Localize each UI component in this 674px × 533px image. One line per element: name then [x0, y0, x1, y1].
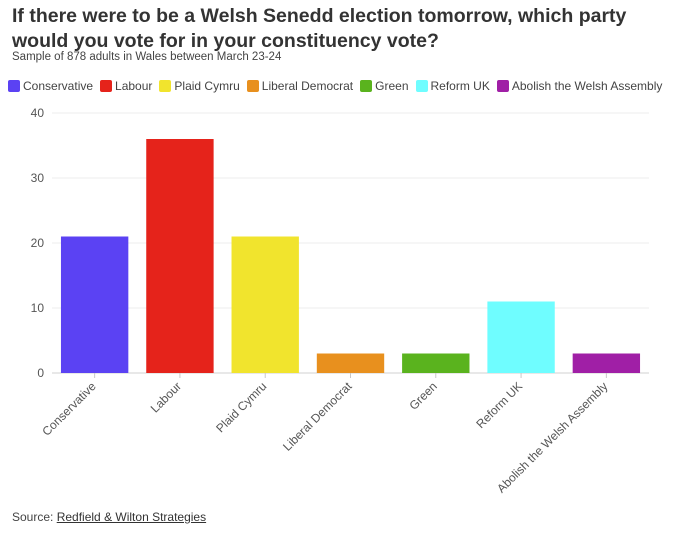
legend-item[interactable]: Plaid Cymru — [159, 79, 240, 93]
legend-label: Green — [375, 79, 409, 93]
x-tick-label: Reform UK — [473, 379, 525, 431]
legend-swatch — [159, 80, 172, 92]
x-tick-label: Green — [406, 379, 439, 412]
bar — [402, 353, 470, 373]
legend-swatch — [360, 80, 373, 92]
legend-item[interactable]: Liberal Democrat — [246, 79, 354, 93]
legend: Conservative Labour Plaid Cymru Liberal Dem… — [8, 79, 669, 93]
bar — [487, 301, 555, 373]
x-tick-label: Conservative — [39, 379, 99, 439]
legend-swatch — [496, 80, 509, 92]
legend-item[interactable]: Green — [360, 79, 409, 93]
bar — [572, 353, 641, 373]
y-tick-label: 0 — [37, 366, 44, 380]
source-link[interactable]: Redfield & Wilton Strategies — [56, 510, 207, 524]
source-label: Source: — [12, 510, 57, 524]
chart-subtitle: Sample of 878 adults in Wales between Ma… — [12, 51, 282, 63]
bar-chart: 0 10 20 30 40 Conservative Labour Plaid Cymru Li… — [31, 106, 649, 496]
legend-label: Liberal Democrat — [261, 79, 354, 93]
y-tick-label: 30 — [31, 171, 45, 185]
bar — [231, 236, 299, 373]
x-tick-label: Liberal Democrat — [280, 379, 355, 454]
legend-swatch — [100, 80, 113, 92]
legend-label: Plaid Cymru — [174, 79, 240, 93]
x-tick-label: Labour — [148, 379, 184, 415]
bar — [316, 353, 385, 373]
bar — [146, 139, 214, 373]
legend-swatch — [8, 80, 20, 92]
legend-label: Conservative — [23, 79, 94, 93]
legend-item[interactable]: Labour — [100, 79, 152, 93]
y-tick-label: 10 — [31, 301, 45, 315]
legend-label: Labour — [115, 79, 153, 93]
legend-item[interactable]: Conservative — [8, 79, 93, 93]
y-tick-label: 40 — [31, 106, 45, 120]
chart-title: If there were to be a Welsh Senedd elect… — [12, 5, 627, 52]
y-tick-label: 20 — [31, 236, 45, 250]
legend-item[interactable]: Reform UK — [415, 79, 490, 93]
legend-item[interactable]: Abolish the Welsh Assembly — [496, 79, 663, 93]
x-tick-label: Plaid Cymru — [213, 379, 269, 435]
source-note: Source: Redfield & Wilton Strategies — [12, 510, 206, 524]
legend-swatch — [415, 80, 428, 92]
legend-swatch — [246, 80, 259, 92]
legend-label: Abolish the Welsh Assembly — [511, 79, 663, 93]
bar — [60, 236, 129, 373]
legend-label: Reform UK — [430, 79, 490, 93]
